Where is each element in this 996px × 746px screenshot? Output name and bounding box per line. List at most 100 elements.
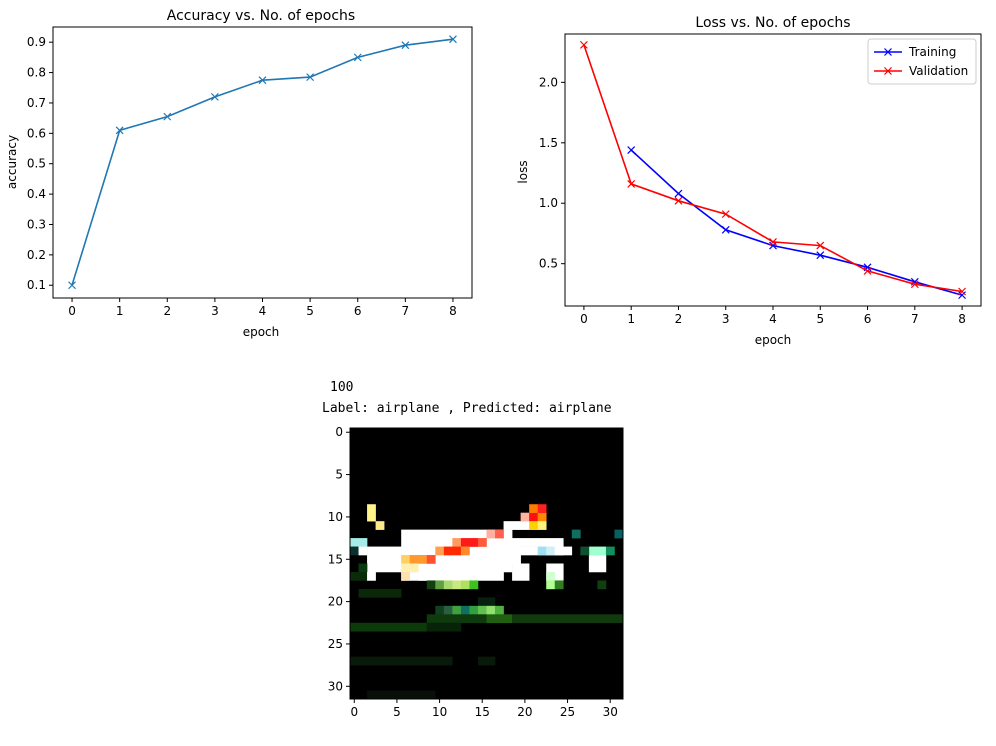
image-pixel-block — [426, 614, 487, 624]
image-pixel-block — [401, 563, 419, 573]
image-pixel-block — [477, 538, 564, 547]
image-pixel-block — [452, 605, 462, 615]
image-pixel-block — [435, 546, 445, 556]
image-pixel-block — [537, 546, 547, 556]
acc-x-tick-label: 2 — [163, 304, 171, 318]
image-pixel-block — [469, 605, 479, 615]
accuracy-chart: Accuracy vs. No. of epochs 0 1 2 3 4 5 6 7 8 0.1… — [5, 8, 473, 339]
image-pixel-block — [418, 563, 504, 581]
loss-series-line-0 — [630, 149, 963, 296]
image-pixel-block — [367, 571, 376, 581]
image-x-tick-label: 30 — [603, 705, 618, 719]
acc-data-point — [258, 76, 267, 85]
acc-data-point — [68, 281, 76, 290]
image-y-tick-label: 20 — [328, 595, 343, 609]
image-pixel-block — [571, 529, 581, 539]
image-pixel-block — [443, 546, 462, 556]
acc-data-point — [306, 73, 315, 82]
loss-data-point — [627, 179, 636, 188]
loss-x-axis-label: epoch — [755, 333, 792, 347]
loss-x-tick-label: 0 — [580, 312, 588, 326]
acc-x-tick-label: 3 — [211, 304, 219, 318]
loss-data-point — [769, 238, 777, 246]
image-pixel-block — [546, 571, 556, 581]
loss-data-point — [627, 146, 636, 154]
image-pixel-block — [443, 605, 453, 615]
sample-index-text: 100 — [330, 380, 353, 395]
acc-y-tick-label: 0.7 — [27, 96, 46, 110]
acc-data-point — [449, 35, 457, 44]
image-pixel-block — [546, 546, 556, 556]
image-pixel-block — [580, 546, 590, 556]
loss-y-tick-label: 2.0 — [539, 75, 558, 89]
image-pixel-block — [443, 580, 453, 590]
image-pixel-block — [358, 546, 368, 556]
loss-x-tick-label: 8 — [958, 312, 966, 326]
image-pixel-block — [401, 571, 411, 581]
acc-y-tick-label: 0.1 — [27, 278, 46, 292]
acc-y-tick-label: 0.4 — [27, 187, 46, 201]
loss-chart: Loss vs. No. of epochs 0 1 2 3 4 5 6 7 8 0.5 1.0 1… — [516, 15, 982, 347]
loss-data-point — [910, 280, 919, 289]
image-x-tick-label: 25 — [560, 705, 575, 719]
image-panel: 100 Label: airplane , Predicted: airplan… — [322, 380, 624, 719]
loss-data-point — [674, 189, 683, 198]
loss-data-point — [816, 251, 825, 260]
image-pixel-block — [350, 656, 453, 666]
acc-data-point — [163, 112, 172, 121]
loss-x-tick-label: 4 — [769, 312, 777, 326]
loss-data-point — [674, 196, 683, 205]
loss-y-tick-label: 0.5 — [539, 257, 558, 271]
image-pixel-block — [375, 521, 385, 530]
image-pixel-block — [477, 605, 487, 615]
image-pixel-block — [477, 597, 496, 607]
acc-data-point — [115, 126, 124, 135]
image-pixel-block — [367, 546, 402, 573]
acc-x-tick-label: 5 — [306, 304, 314, 318]
acc-data-point — [210, 92, 219, 101]
image-pixel-block — [486, 529, 496, 539]
loss-data-point — [769, 241, 777, 250]
image-pixel-block — [350, 622, 428, 632]
legend-training-label: Training — [908, 45, 956, 59]
image-pixel-block — [529, 504, 538, 513]
acc-data-point — [353, 53, 362, 62]
image-pixel-block — [554, 580, 564, 590]
image-pixel-block — [460, 538, 479, 547]
image-pixel-block — [350, 538, 368, 547]
loss-data-point — [721, 210, 730, 219]
loss-data-point — [721, 225, 730, 234]
acc-x-tick-label: 0 — [68, 304, 76, 318]
prediction-caption: Label: airplane , Predicted: airplane — [322, 401, 612, 416]
legend-validation-label: Validation — [909, 64, 968, 78]
image-pixel-block — [426, 622, 462, 632]
image-pixel-block — [452, 580, 462, 590]
image-pixel-block — [358, 588, 402, 598]
image-pixel-block — [486, 614, 513, 624]
image-pixel-block — [554, 546, 564, 556]
image-pixel-block — [512, 614, 624, 624]
image-pixel-block — [409, 555, 428, 564]
image-pixel-block — [512, 563, 530, 581]
loss-data-point — [958, 287, 967, 296]
acc-y-tick-label: 0.3 — [27, 217, 46, 231]
image-pixel-block — [486, 605, 496, 615]
image-pixel-block — [537, 512, 547, 522]
loss-data-point — [863, 267, 872, 275]
image-pixel-block — [546, 580, 556, 590]
image-pixel-block — [597, 580, 607, 590]
acc-y-tick-label: 0.9 — [27, 35, 46, 49]
acc-y-tick-label: 0.8 — [27, 66, 46, 80]
image-pixel-block — [401, 555, 411, 564]
loss-x-tick-label: 3 — [722, 312, 730, 326]
image-pixel-block — [460, 546, 470, 556]
loss-data-point — [816, 241, 825, 250]
image-pixel-block — [495, 529, 504, 539]
acc-x-tick-label: 4 — [259, 304, 267, 318]
image-pixel-block — [605, 546, 615, 556]
image-frame — [349, 427, 624, 700]
image-x-tick-label: 5 — [393, 705, 401, 719]
acc-x-tick-label: 8 — [449, 304, 457, 318]
image-pixel-block — [477, 656, 496, 666]
